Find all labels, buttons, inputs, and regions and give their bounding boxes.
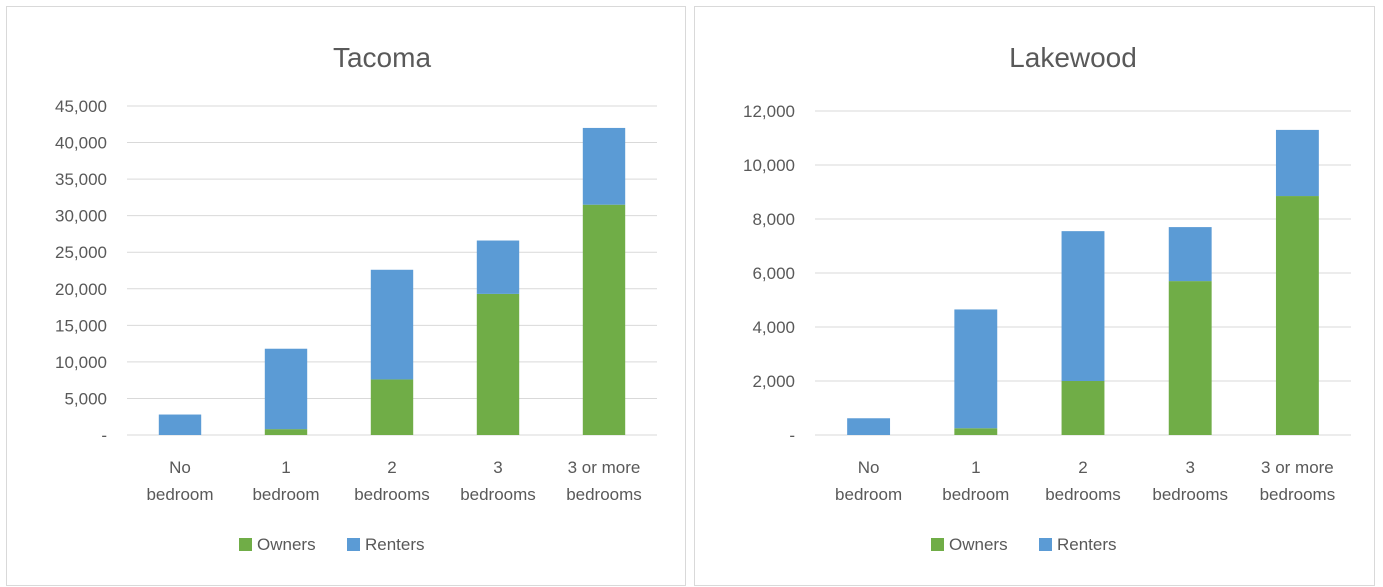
bar-renters — [264, 348, 308, 430]
x-tick-label: 1 — [971, 458, 980, 477]
lakewood-chart: Lakewood - 2,000 4,000 6,000 8,000 10,000 12,00… — [743, 42, 1351, 554]
y-tick-label: 35,000 — [55, 170, 107, 189]
bar-owners — [582, 204, 626, 435]
bar-renters — [158, 414, 202, 435]
x-tick-label: bedroom — [146, 485, 213, 504]
bar-owners — [476, 293, 520, 435]
legend-label: Renters — [365, 535, 425, 554]
y-tick-label: - — [789, 426, 795, 445]
bar-owners — [370, 379, 414, 435]
bar-renters — [476, 240, 520, 294]
y-tick-label: 45,000 — [55, 97, 107, 116]
bar-owners — [1061, 381, 1105, 435]
legend-label: Owners — [949, 535, 1008, 554]
lakewood-chart-panel: Lakewood - 2,000 4,000 6,000 8,000 10,000 12,00… — [694, 6, 1375, 586]
tacoma-chart: Tacoma - 5,000 10,000 15,000 20,000 25,000 30,0… — [55, 42, 657, 554]
chart-title: Tacoma — [333, 42, 431, 73]
y-tick-label: - — [101, 426, 107, 445]
x-tick-label: bedroom — [835, 485, 902, 504]
x-tick-label: bedrooms — [1045, 485, 1121, 504]
x-tick-label: bedrooms — [354, 485, 430, 504]
y-tick-label: 25,000 — [55, 243, 107, 262]
x-tick-label: 3 — [493, 458, 502, 477]
legend-swatch — [347, 538, 360, 551]
x-tick-label: 1 — [281, 458, 290, 477]
y-tick-label: 10,000 — [743, 156, 795, 175]
tacoma-chart-panel: Tacoma - 5,000 10,000 15,000 20,000 25,000 30,0… — [6, 6, 686, 586]
y-tick-label: 6,000 — [752, 264, 795, 283]
x-tick-label: bedroom — [252, 485, 319, 504]
bar-renters — [582, 127, 626, 205]
legend-label: Renters — [1057, 535, 1117, 554]
legend-swatch — [1039, 538, 1052, 551]
x-tick-label: 2 — [1078, 458, 1087, 477]
y-tick-label: 12,000 — [743, 102, 795, 121]
bar-renters — [954, 309, 998, 429]
bar-renters — [1275, 129, 1319, 197]
x-tick-label: bedrooms — [460, 485, 536, 504]
bar-owners — [1168, 281, 1212, 435]
legend-swatch — [239, 538, 252, 551]
x-tick-label: No — [169, 458, 191, 477]
x-tick-label: bedroom — [942, 485, 1009, 504]
y-tick-label: 2,000 — [752, 372, 795, 391]
bar-renters — [847, 418, 891, 435]
chart-title: Lakewood — [1009, 42, 1137, 73]
bar-renters — [1061, 231, 1105, 381]
y-tick-label: 4,000 — [752, 318, 795, 337]
x-tick-label: No — [858, 458, 880, 477]
x-tick-label: bedrooms — [1152, 485, 1228, 504]
bar-renters — [1168, 227, 1212, 282]
x-tick-label: 3 or more — [568, 458, 641, 477]
y-tick-label: 5,000 — [64, 389, 107, 408]
x-tick-label: bedrooms — [566, 485, 642, 504]
legend-label: Owners — [257, 535, 316, 554]
y-tick-label: 40,000 — [55, 134, 107, 153]
y-tick-label: 15,000 — [55, 316, 107, 335]
bar-renters — [370, 269, 414, 380]
x-tick-label: 3 or more — [1261, 458, 1334, 477]
y-tick-label: 10,000 — [55, 353, 107, 372]
bar-owners — [264, 429, 308, 435]
y-tick-label: 8,000 — [752, 210, 795, 229]
bar-owners — [954, 428, 998, 435]
x-tick-label: 2 — [387, 458, 396, 477]
bar-owners — [1275, 196, 1319, 435]
y-tick-label: 20,000 — [55, 280, 107, 299]
legend-swatch — [931, 538, 944, 551]
x-tick-label: 3 — [1185, 458, 1194, 477]
x-tick-label: bedrooms — [1260, 485, 1336, 504]
y-tick-label: 30,000 — [55, 207, 107, 226]
